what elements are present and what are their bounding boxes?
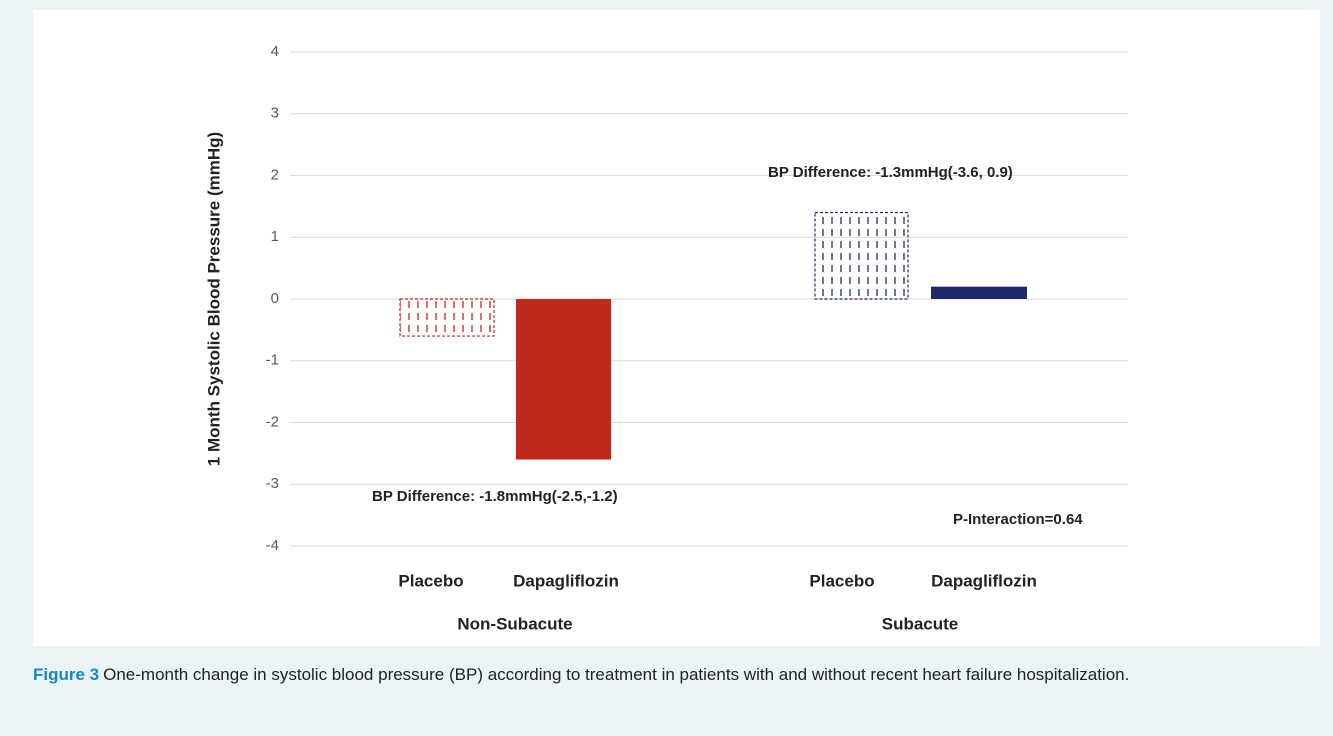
y-tick-label: 2 bbox=[271, 166, 279, 183]
group-label: Non-Subacute bbox=[457, 614, 572, 633]
chart: 1 Month Systolic Blood Pressure (mmHg) -… bbox=[33, 10, 1320, 646]
bar bbox=[931, 286, 1027, 299]
y-tick-label: 3 bbox=[271, 105, 279, 122]
caption-label: Figure 3 bbox=[33, 665, 100, 684]
x-tick-label: Placebo bbox=[398, 571, 463, 590]
y-tick-label: 1 bbox=[271, 228, 279, 245]
group-label: Subacute bbox=[882, 614, 959, 633]
y-tick-label: 0 bbox=[271, 290, 279, 307]
annotation: BP Difference: -1.3mmHg(-3.6, 0.9) bbox=[768, 164, 1013, 181]
y-tick-label: -1 bbox=[266, 352, 279, 369]
y-axis-title: 1 Month Systolic Blood Pressure (mmHg) bbox=[204, 132, 223, 466]
x-tick-label: Dapagliflozin bbox=[513, 571, 619, 590]
x-tick-label: Placebo bbox=[809, 571, 874, 590]
bar bbox=[399, 298, 495, 337]
bar bbox=[814, 211, 909, 300]
y-tick-label: -3 bbox=[266, 475, 279, 492]
y-tick-label: 4 bbox=[271, 43, 279, 60]
caption-text: One-month change in systolic blood press… bbox=[103, 665, 1130, 684]
annotation: P-Interaction=0.64 bbox=[953, 511, 1083, 528]
annotation: BP Difference: -1.8mmHg(-2.5,-1.2) bbox=[372, 488, 618, 505]
y-tick-label: -4 bbox=[266, 537, 279, 554]
bar bbox=[516, 299, 611, 460]
x-tick-label: Dapagliflozin bbox=[931, 571, 1037, 590]
caption: Figure 3 One-month change in systolic blo… bbox=[33, 660, 1320, 690]
y-tick-label: -2 bbox=[266, 413, 279, 430]
plot-background bbox=[33, 10, 1320, 646]
